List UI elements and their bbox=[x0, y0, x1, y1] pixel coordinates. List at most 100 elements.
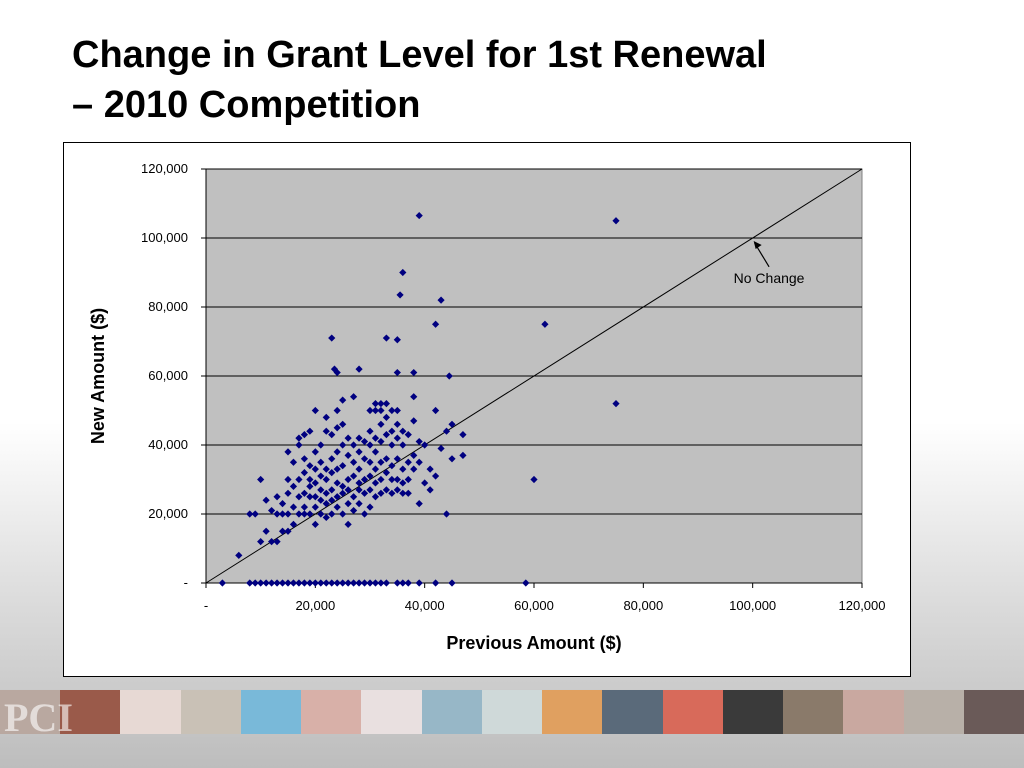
data-point bbox=[371, 479, 380, 487]
footer-tile bbox=[0, 690, 61, 734]
slide-title: Change in Grant Level for 1st Renewal – … bbox=[72, 30, 972, 130]
data-point bbox=[366, 503, 374, 511]
data-point bbox=[426, 465, 434, 473]
data-point bbox=[377, 437, 385, 446]
footer-logo: PCI bbox=[4, 695, 73, 740]
data-point bbox=[388, 427, 396, 435]
data-point bbox=[344, 475, 352, 484]
x-tick-label: 80,000 bbox=[623, 598, 663, 613]
data-point bbox=[612, 217, 620, 225]
data-point bbox=[328, 455, 336, 463]
footer-tile bbox=[301, 690, 362, 734]
data-point bbox=[317, 458, 325, 466]
data-point bbox=[284, 527, 292, 535]
data-point bbox=[339, 462, 347, 470]
data-point bbox=[366, 486, 374, 494]
data-point bbox=[355, 579, 363, 587]
data-point bbox=[399, 465, 407, 473]
data-point bbox=[366, 406, 374, 415]
x-axis-title: Previous Amount ($) bbox=[446, 633, 621, 653]
data-point bbox=[268, 538, 276, 546]
data-point bbox=[257, 538, 265, 546]
data-point bbox=[355, 434, 363, 442]
data-point bbox=[360, 579, 369, 587]
data-point bbox=[322, 579, 330, 587]
data-point bbox=[388, 489, 396, 497]
data-point bbox=[377, 406, 385, 415]
data-point bbox=[426, 486, 434, 494]
data-point bbox=[404, 431, 412, 439]
data-point bbox=[311, 520, 319, 528]
data-point bbox=[399, 489, 407, 497]
y-tick-label: - bbox=[184, 575, 188, 590]
data-point bbox=[404, 458, 412, 466]
data-point bbox=[300, 431, 308, 439]
data-point bbox=[246, 510, 254, 518]
data-point bbox=[382, 334, 390, 342]
data-point bbox=[382, 400, 390, 408]
data-point bbox=[284, 448, 292, 456]
data-point bbox=[328, 579, 336, 587]
data-point bbox=[371, 448, 380, 456]
data-point bbox=[388, 406, 396, 415]
data-point bbox=[339, 420, 347, 428]
data-point bbox=[442, 427, 451, 435]
data-point bbox=[333, 465, 341, 473]
data-point bbox=[333, 406, 341, 415]
data-point bbox=[399, 441, 407, 449]
data-point bbox=[333, 493, 341, 501]
x-tick-label: 60,000 bbox=[514, 598, 554, 613]
data-point bbox=[393, 455, 401, 463]
data-point bbox=[448, 420, 456, 428]
scatter-chart: - 20,000 40,000 60,000 80,000 100,000 120,000 -… bbox=[88, 161, 886, 653]
x-tick-label: 40,000 bbox=[405, 598, 445, 613]
data-point bbox=[399, 268, 407, 277]
data-point bbox=[415, 437, 423, 446]
footer-tile bbox=[361, 690, 422, 734]
data-point bbox=[350, 458, 358, 466]
footer-tile bbox=[180, 690, 241, 734]
data-point bbox=[393, 579, 401, 587]
data-point bbox=[317, 579, 325, 587]
data-point bbox=[432, 472, 440, 480]
data-point bbox=[289, 579, 298, 587]
data-point bbox=[350, 493, 358, 501]
data-point bbox=[322, 489, 330, 497]
data-point bbox=[251, 510, 259, 518]
data-point bbox=[322, 475, 330, 484]
data-point bbox=[377, 475, 385, 484]
footer-tile bbox=[542, 690, 603, 734]
y-tick-label: 40,000 bbox=[148, 437, 188, 452]
data-point bbox=[289, 503, 298, 511]
data-point bbox=[311, 448, 319, 456]
data-point bbox=[371, 400, 380, 408]
data-point bbox=[339, 396, 347, 404]
data-point bbox=[289, 458, 298, 466]
data-point bbox=[541, 320, 549, 328]
data-point bbox=[459, 451, 467, 459]
data-point bbox=[328, 496, 336, 504]
data-point bbox=[350, 393, 358, 401]
data-point bbox=[382, 413, 390, 421]
data-point bbox=[388, 441, 396, 449]
data-point bbox=[415, 458, 423, 466]
data-point bbox=[344, 500, 352, 508]
data-point bbox=[445, 372, 453, 380]
data-point bbox=[328, 334, 336, 342]
data-point bbox=[382, 579, 390, 587]
data-point bbox=[410, 451, 418, 459]
data-point bbox=[366, 441, 374, 449]
footer-tile bbox=[662, 690, 723, 734]
data-point bbox=[306, 482, 314, 490]
x-tick-label: - bbox=[204, 598, 208, 613]
data-point bbox=[366, 472, 374, 480]
data-point bbox=[410, 417, 418, 425]
data-point bbox=[404, 475, 412, 484]
data-point bbox=[393, 486, 401, 494]
chart-frame: - 20,000 40,000 60,000 80,000 100,000 120,000 -… bbox=[63, 142, 911, 677]
data-point bbox=[317, 510, 325, 518]
data-point bbox=[333, 368, 341, 377]
data-point bbox=[328, 486, 336, 494]
data-point bbox=[377, 400, 385, 408]
data-point bbox=[360, 510, 369, 518]
